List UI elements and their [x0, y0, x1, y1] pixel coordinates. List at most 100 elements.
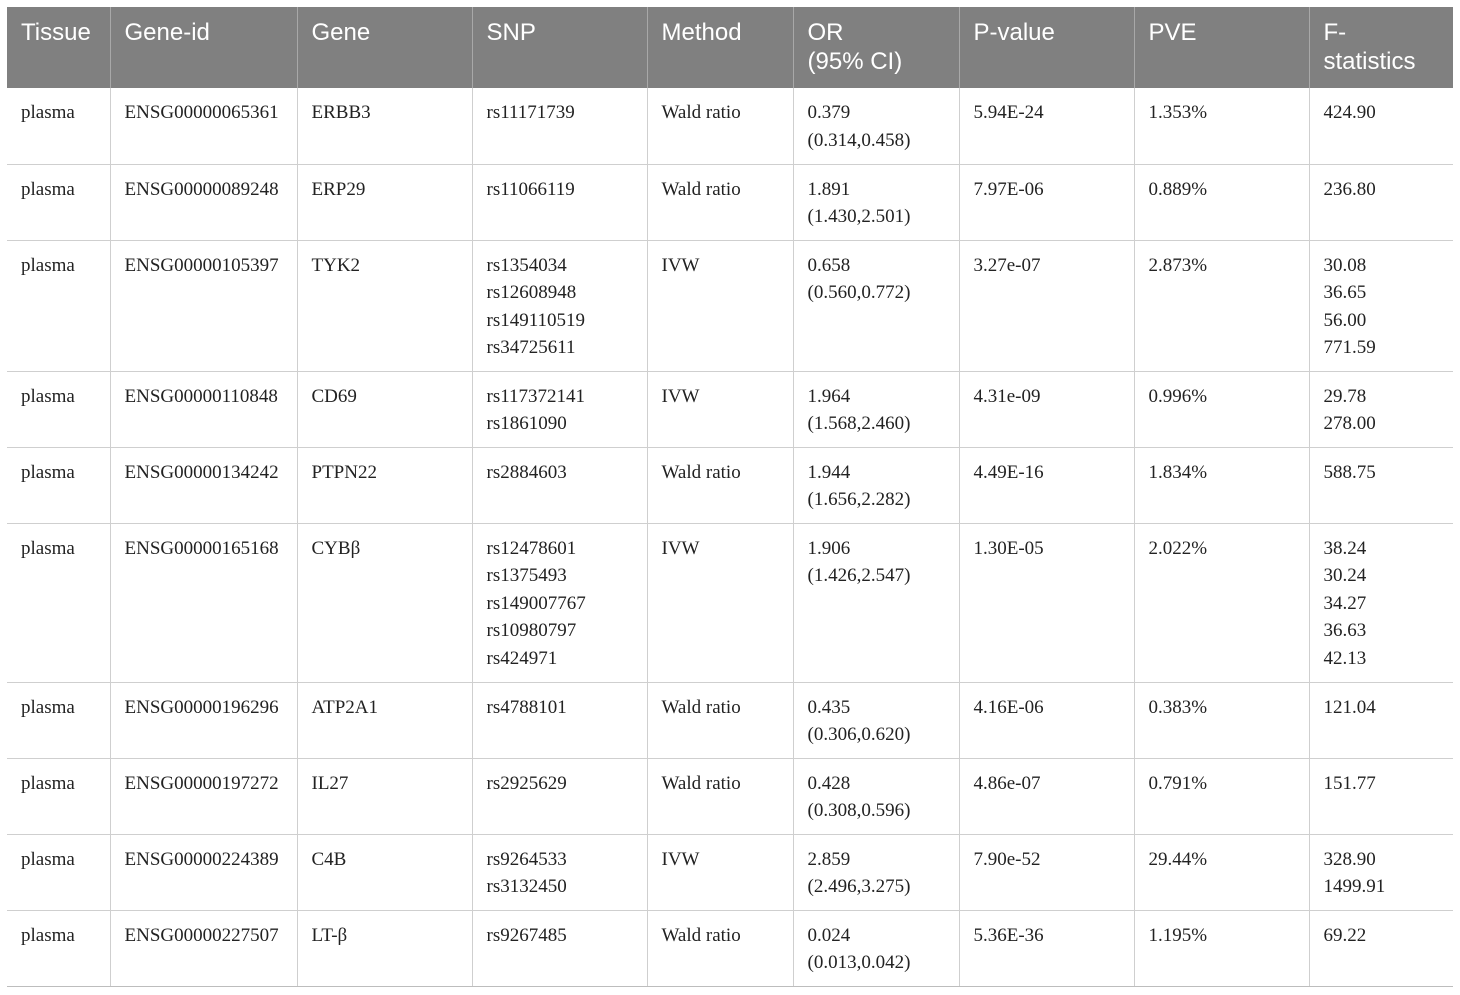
cell-f-statistics-line: 38.24	[1323, 537, 1367, 559]
cell-or-ci: 1.964 (1.568,2.460)	[792, 371, 959, 448]
table-row: plasma ENSG00000165168 CYBβ rs12478601 rs137…	[7, 523, 1453, 683]
cell-method: Wald ratio	[646, 88, 793, 165]
cell-gene-id: ENSG00000134242	[109, 447, 297, 524]
cell-p-value: 4.49E-16	[958, 447, 1134, 524]
cell-tissue: plasma	[7, 523, 110, 683]
cell-f-statistics-line: 36.63	[1323, 620, 1367, 641]
cell-f-statistics-line: 36.65	[1323, 282, 1367, 303]
cell-snp-line: rs1375493	[486, 565, 567, 586]
header-pve: PVE	[1133, 7, 1309, 88]
cell-gene: ERBB3	[296, 88, 472, 165]
cell-pve: 0.383%	[1133, 682, 1309, 759]
cell-snp: rs11066119	[471, 164, 647, 241]
cell-snp-line: rs3132450	[486, 876, 567, 897]
cell-gene: C4B	[296, 834, 472, 911]
table-row: plasma ENSG00000105397 TYK2 rs1354034 rs1260…	[7, 240, 1453, 372]
cell-f-statistics-line: 29.78	[1323, 385, 1367, 407]
cell-gene: IL27	[296, 758, 472, 835]
cell-gene-id: ENSG00000227507	[109, 910, 297, 987]
cell-tissue: plasma	[7, 88, 110, 165]
cell-or-ci: 1.944 (1.656,2.282)	[792, 447, 959, 524]
cell-snp-line: rs149007767	[486, 592, 586, 614]
cell-f-statistics-line: 1499.91	[1323, 876, 1386, 897]
cell-gene: TYK2	[296, 240, 472, 372]
cell-tissue: plasma	[7, 371, 110, 448]
cell-or-ci-line: 1.944	[807, 461, 851, 483]
cell-tissue: plasma	[7, 447, 110, 524]
cell-f-statistics-line: 278.00	[1323, 413, 1376, 434]
cell-f-statistics-line: 69.22	[1323, 924, 1367, 946]
cell-snp: rs117372141 rs1861090	[471, 371, 647, 448]
cell-or-ci: 0.024 (0.013,0.042)	[792, 910, 959, 987]
table-row: plasma ENSG00000134242 PTPN22 rs2884603 Wald…	[7, 447, 1453, 524]
cell-snp: rs12478601 rs1375493 rs149007767 rs10980797…	[471, 523, 647, 683]
cell-gene-id: ENSG00000165168	[109, 523, 297, 683]
cell-f-statistics-line: 424.90	[1323, 102, 1376, 123]
cell-method: IVW	[646, 371, 793, 448]
cell-gene-id: ENSG00000197272	[109, 758, 297, 835]
cell-tissue: plasma	[7, 164, 110, 241]
table-row: plasma ENSG00000197272 IL27 rs2925629 Wald r…	[7, 758, 1453, 835]
cell-gene: LT-β	[296, 910, 472, 987]
cell-or-ci-line: 0.658	[807, 254, 851, 276]
table-body: plasma ENSG00000065361 ERBB3 rs11171739 Wald…	[7, 88, 1453, 987]
cell-pve: 0.996%	[1133, 371, 1309, 448]
cell-snp-line: rs1354034	[486, 254, 567, 276]
cell-or-ci: 2.859 (2.496,3.275)	[792, 834, 959, 911]
header-p-value: P-value	[958, 7, 1134, 88]
cell-pve: 0.889%	[1133, 164, 1309, 241]
cell-or-ci-line: (2.496,3.275)	[807, 876, 911, 897]
cell-pve: 29.44%	[1133, 834, 1309, 911]
cell-f-statistics-line: 151.77	[1323, 772, 1376, 794]
cell-pve: 1.195%	[1133, 910, 1309, 987]
cell-tissue: plasma	[7, 682, 110, 759]
cell-pve: 2.873%	[1133, 240, 1309, 372]
cell-snp-line: rs149110519	[486, 309, 586, 331]
cell-or-ci-line: (1.568,2.460)	[807, 413, 911, 434]
cell-or-ci-line: (0.560,0.772)	[807, 282, 911, 303]
cell-pve: 1.834%	[1133, 447, 1309, 524]
cell-f-statistics-line: 771.59	[1323, 337, 1376, 358]
cell-gene-id: ENSG00000065361	[109, 88, 297, 165]
cell-gene: ATP2A1	[296, 682, 472, 759]
cell-f-statistics: 29.78 278.00	[1308, 371, 1453, 448]
cell-snp-line: rs424971	[486, 647, 558, 669]
cell-gene: CYBβ	[296, 523, 472, 683]
cell-f-statistics: 151.77	[1308, 758, 1453, 835]
cell-method: Wald ratio	[646, 910, 793, 987]
cell-tissue: plasma	[7, 834, 110, 911]
cell-snp: rs2884603	[471, 447, 647, 524]
cell-or-ci-line: (0.013,0.042)	[807, 952, 911, 973]
cell-method: Wald ratio	[646, 758, 793, 835]
cell-or-ci-line: 2.859	[807, 848, 851, 870]
cell-or-ci-line: 0.379	[807, 102, 851, 123]
cell-pve: 1.353%	[1133, 88, 1309, 165]
cell-f-statistics: 69.22	[1308, 910, 1453, 987]
cell-snp-line: rs1861090	[486, 413, 567, 434]
cell-or-ci-line: (1.656,2.282)	[807, 489, 911, 510]
cell-f-statistics-line: 328.90	[1323, 848, 1376, 870]
cell-gene-id: ENSG00000110848	[109, 371, 297, 448]
cell-method: IVW	[646, 834, 793, 911]
cell-method: IVW	[646, 240, 793, 372]
table-row: plasma ENSG00000224389 C4B rs9264533 rs31324…	[7, 834, 1453, 911]
cell-snp: rs9264533 rs3132450	[471, 834, 647, 911]
cell-f-statistics: 424.90	[1308, 88, 1453, 165]
cell-snp-line: rs9267485	[486, 924, 567, 946]
cell-or-ci: 1.906 (1.426,2.547)	[792, 523, 959, 683]
cell-f-statistics-line: 56.00	[1323, 309, 1367, 331]
cell-snp: rs9267485	[471, 910, 647, 987]
cell-f-statistics-line: 30.08	[1323, 254, 1367, 276]
cell-gene-id: ENSG00000089248	[109, 164, 297, 241]
cell-gene: CD69	[296, 371, 472, 448]
header-or-ci: OR (95% CI)	[792, 7, 959, 88]
cell-tissue: plasma	[7, 758, 110, 835]
cell-or-ci: 0.435 (0.306,0.620)	[792, 682, 959, 759]
cell-f-statistics: 328.90 1499.91	[1308, 834, 1453, 911]
cell-tissue: plasma	[7, 240, 110, 372]
cell-gene: PTPN22	[296, 447, 472, 524]
cell-gene-id: ENSG00000105397	[109, 240, 297, 372]
cell-f-statistics-line: 588.75	[1323, 461, 1376, 483]
cell-p-value: 4.86e-07	[958, 758, 1134, 835]
cell-or-ci-line: 0.024	[807, 924, 851, 946]
